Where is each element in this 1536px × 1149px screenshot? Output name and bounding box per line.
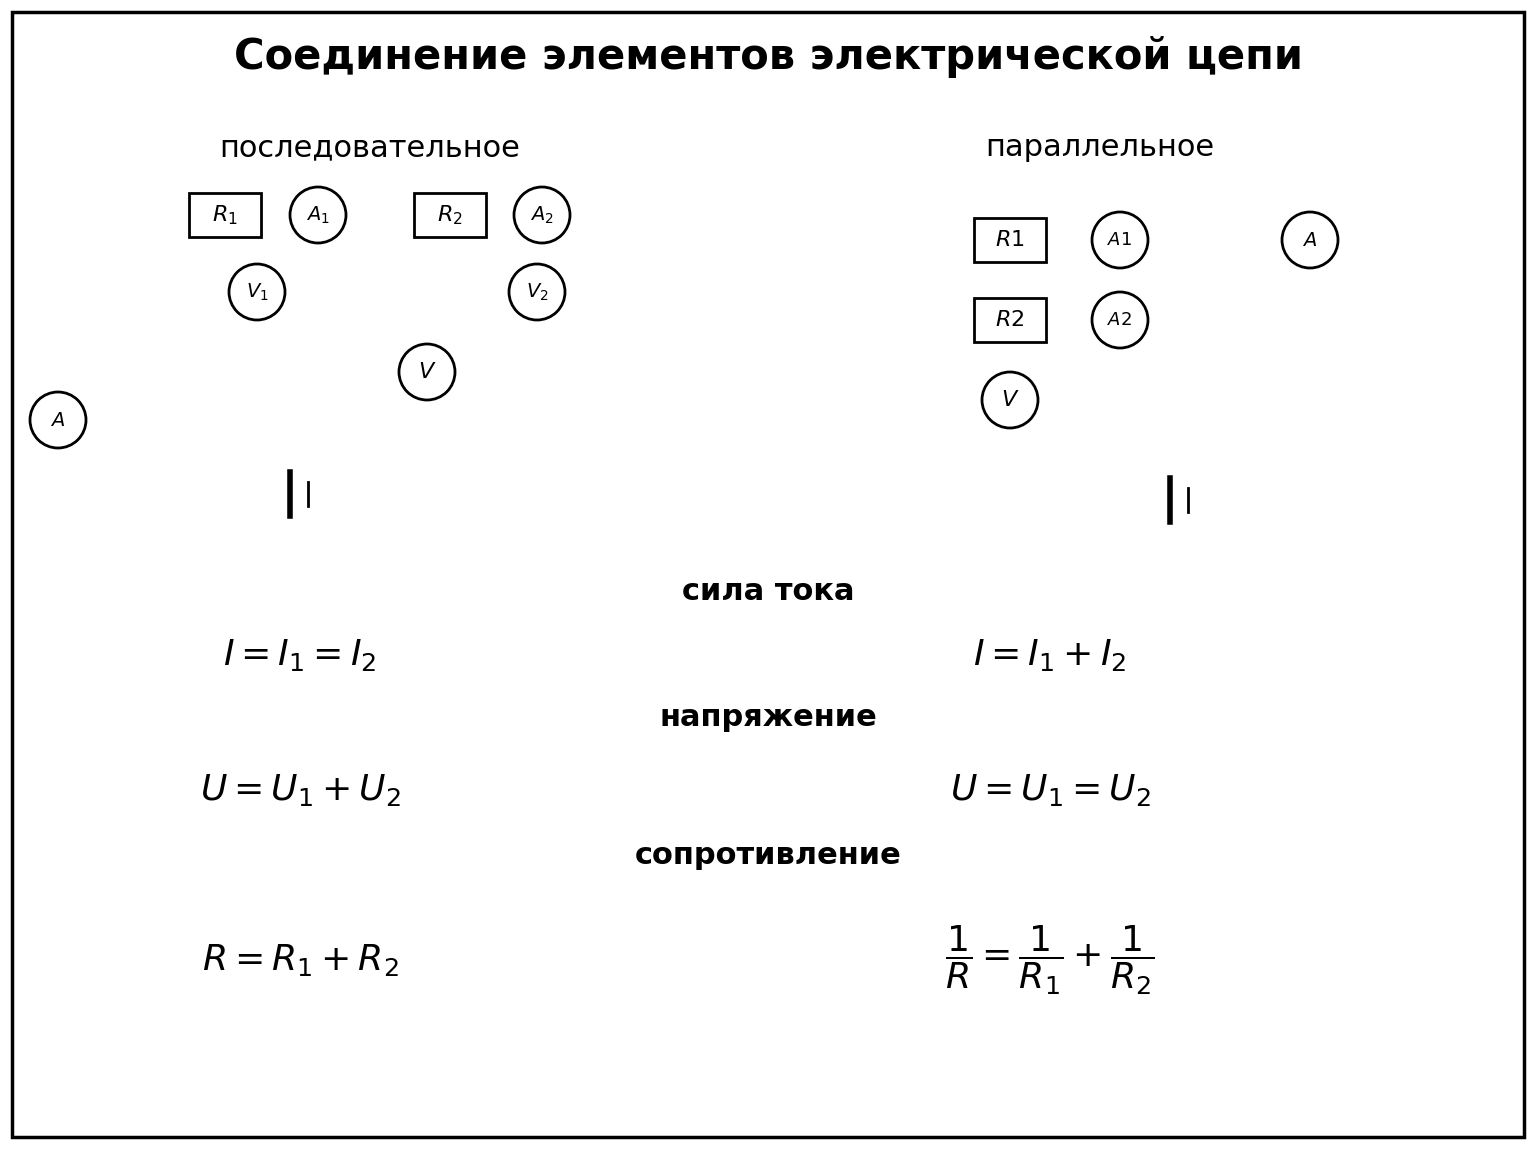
Circle shape [1092,292,1147,348]
Text: $U = U_1 + U_2$: $U = U_1 + U_2$ [200,772,401,808]
Circle shape [229,264,286,321]
Text: $U = U_1 = U_2$: $U = U_1 = U_2$ [949,772,1150,808]
Circle shape [1092,213,1147,268]
Text: $R = R_1 + R_2$: $R = R_1 + R_2$ [201,942,398,978]
Text: сила тока: сила тока [682,578,854,607]
Text: $R1$: $R1$ [995,230,1025,250]
Circle shape [1283,213,1338,268]
Text: параллельное: параллельное [986,133,1215,162]
Text: $V$: $V$ [418,362,436,381]
Text: $A_1$: $A_1$ [306,205,330,225]
Circle shape [508,264,565,321]
Text: $A2$: $A2$ [1107,311,1132,329]
Text: $R_2$: $R_2$ [438,203,462,226]
Text: сопротивление: сопротивление [634,841,902,870]
Circle shape [515,187,570,242]
Text: $V_2$: $V_2$ [525,282,548,302]
Text: $I = I_1 + I_2$: $I = I_1 + I_2$ [974,637,1127,673]
Text: $A$: $A$ [51,410,66,430]
Text: $A$: $A$ [1303,231,1318,249]
Bar [974,218,1046,262]
Text: $V$: $V$ [1001,390,1020,410]
Circle shape [982,372,1038,427]
Text: $\dfrac{1}{R} = \dfrac{1}{R_1} + \dfrac{1}{R_2}$: $\dfrac{1}{R} = \dfrac{1}{R_1} + \dfrac{… [945,924,1155,996]
Text: $R2$: $R2$ [995,310,1025,330]
Circle shape [31,392,86,448]
Text: $A_2$: $A_2$ [530,205,554,225]
Bar [415,193,485,237]
Text: $I = I_1 = I_2$: $I = I_1 = I_2$ [223,637,376,673]
Text: напряжение: напряжение [659,703,877,733]
Text: $A1$: $A1$ [1107,231,1132,249]
Bar [974,298,1046,342]
Circle shape [290,187,346,242]
Bar [189,193,261,237]
Text: $V_1$: $V_1$ [246,282,269,302]
Text: Соединение элементов электрической цепи: Соединение элементов электрической цепи [233,36,1303,78]
Text: $R_1$: $R_1$ [212,203,238,226]
Text: последовательное: последовательное [220,133,521,162]
Circle shape [399,344,455,400]
